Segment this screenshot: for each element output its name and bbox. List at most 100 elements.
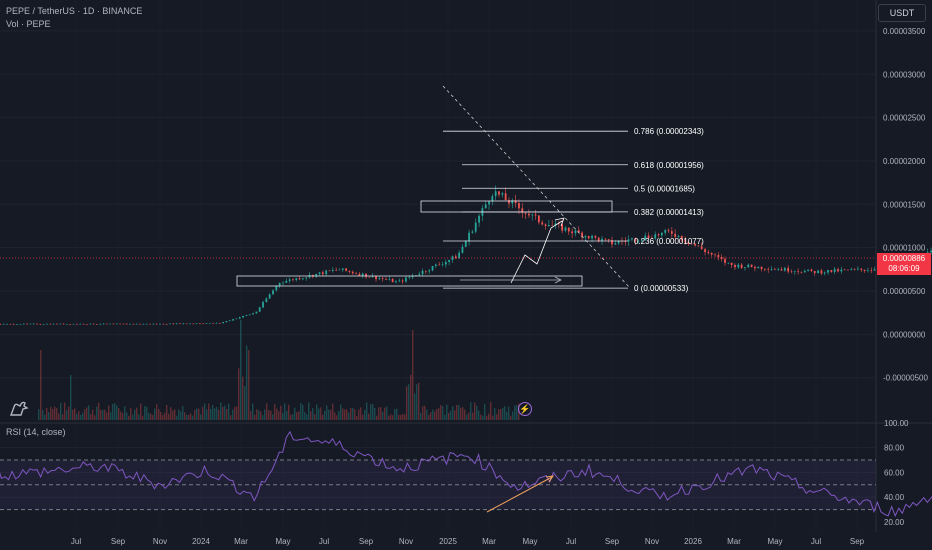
volume-bar [86, 407, 88, 420]
candle-body [401, 280, 404, 282]
currency-selector[interactable]: USDT [878, 4, 926, 22]
volume-bar [396, 408, 398, 420]
time-axis-label: Mar [234, 537, 248, 546]
volume-bar [210, 409, 212, 420]
candle-body [631, 238, 633, 240]
volume-bar [386, 406, 388, 420]
volume-bar [368, 413, 370, 420]
candle-body [59, 323, 62, 325]
candle-body [843, 269, 846, 271]
candle-body [461, 246, 464, 253]
candle-body [773, 269, 776, 270]
candle-body [135, 323, 138, 325]
candle-body [551, 225, 554, 226]
time-axis-label: Jul [811, 537, 821, 546]
volume-bar [290, 414, 292, 420]
candle-body [654, 234, 657, 239]
candle-body [272, 290, 274, 295]
volume-bar [408, 384, 410, 420]
candle-body [225, 321, 228, 323]
candle-body [797, 271, 800, 272]
candle-body [458, 252, 461, 259]
symbol-title[interactable]: PEPE / TetherUS · 1D · BINANCE [6, 6, 143, 16]
candle-body [867, 270, 869, 271]
volume-bar [456, 404, 458, 420]
bar-countdown: 08:06:09 [888, 264, 920, 273]
volume-bar [394, 409, 396, 420]
volume-bar [388, 415, 390, 420]
candle-body [710, 252, 713, 255]
candle-body [99, 324, 102, 325]
candle-body [863, 269, 866, 271]
candle-body [793, 271, 796, 272]
volume-bar [254, 414, 256, 420]
candle-body [777, 269, 780, 270]
volume-bar [470, 402, 472, 420]
volume-legend[interactable]: Vol · PEPE [6, 19, 51, 29]
volume-bar [464, 409, 466, 420]
candle-body [750, 264, 753, 267]
rsi-legend[interactable]: RSI (14, close) [6, 427, 66, 437]
volume-bar [174, 409, 176, 420]
candle-body [378, 278, 381, 280]
candle-body [724, 258, 726, 263]
candle-body [275, 285, 278, 291]
candles [0, 185, 932, 325]
candle-body [657, 234, 660, 236]
candle-body [19, 324, 22, 325]
fib-level-label: 0.382 (0.00001413) [634, 208, 704, 217]
candle-body [139, 323, 141, 325]
volume-bar [166, 404, 168, 420]
candle-body [341, 268, 344, 270]
volume-bar [264, 409, 266, 420]
candle-body [504, 193, 507, 201]
volume-bar [222, 406, 224, 420]
candle-body [770, 269, 773, 270]
candle-body [637, 240, 640, 242]
candle-body [571, 231, 574, 234]
candle-body [9, 323, 12, 325]
candle-body [614, 243, 617, 245]
volume-bar [230, 415, 232, 420]
volume-bar [504, 406, 506, 420]
volume-bar [496, 414, 498, 420]
candle-body [591, 235, 593, 239]
candle-body [810, 269, 813, 271]
candle-body [514, 200, 517, 204]
candle-body [331, 269, 334, 271]
candle-body [763, 269, 766, 270]
candle-body [245, 315, 248, 316]
volume-bar [392, 415, 394, 420]
volume-bar [130, 407, 132, 420]
volume-bar [446, 404, 448, 420]
rsi-axis-label: 20.00 [884, 518, 905, 527]
time-axis-label: Jul [71, 537, 81, 546]
volume-bar [112, 403, 114, 420]
volume-bar [376, 415, 378, 420]
candle-body [292, 279, 294, 281]
volume-bar [158, 409, 160, 420]
volume-bar [472, 412, 474, 420]
flash-icon[interactable]: ⚡ [518, 402, 532, 416]
candle-body [737, 264, 740, 268]
volume-bar [58, 413, 60, 420]
volume-bar [260, 411, 262, 420]
tradingview-logo-icon[interactable] [8, 399, 30, 417]
volume-bar [284, 403, 286, 420]
volume-bar [308, 402, 310, 420]
volume-bar [276, 408, 278, 420]
volume-bar [418, 382, 420, 420]
time-axis-label: 2026 [684, 537, 702, 546]
candle-body [361, 273, 364, 276]
volume-bar [500, 409, 502, 420]
volume-bar [452, 406, 454, 420]
candle-body [368, 276, 371, 278]
volume-bar [54, 406, 56, 420]
last-price-value: 0.00000886 [882, 254, 926, 263]
volume-bar [214, 408, 216, 420]
fib-level-label: 0 (0.00000533) [634, 284, 689, 293]
price-axis-label: 0.00001500 [883, 200, 926, 209]
volume-bar [268, 410, 270, 420]
candle-body [49, 323, 52, 325]
